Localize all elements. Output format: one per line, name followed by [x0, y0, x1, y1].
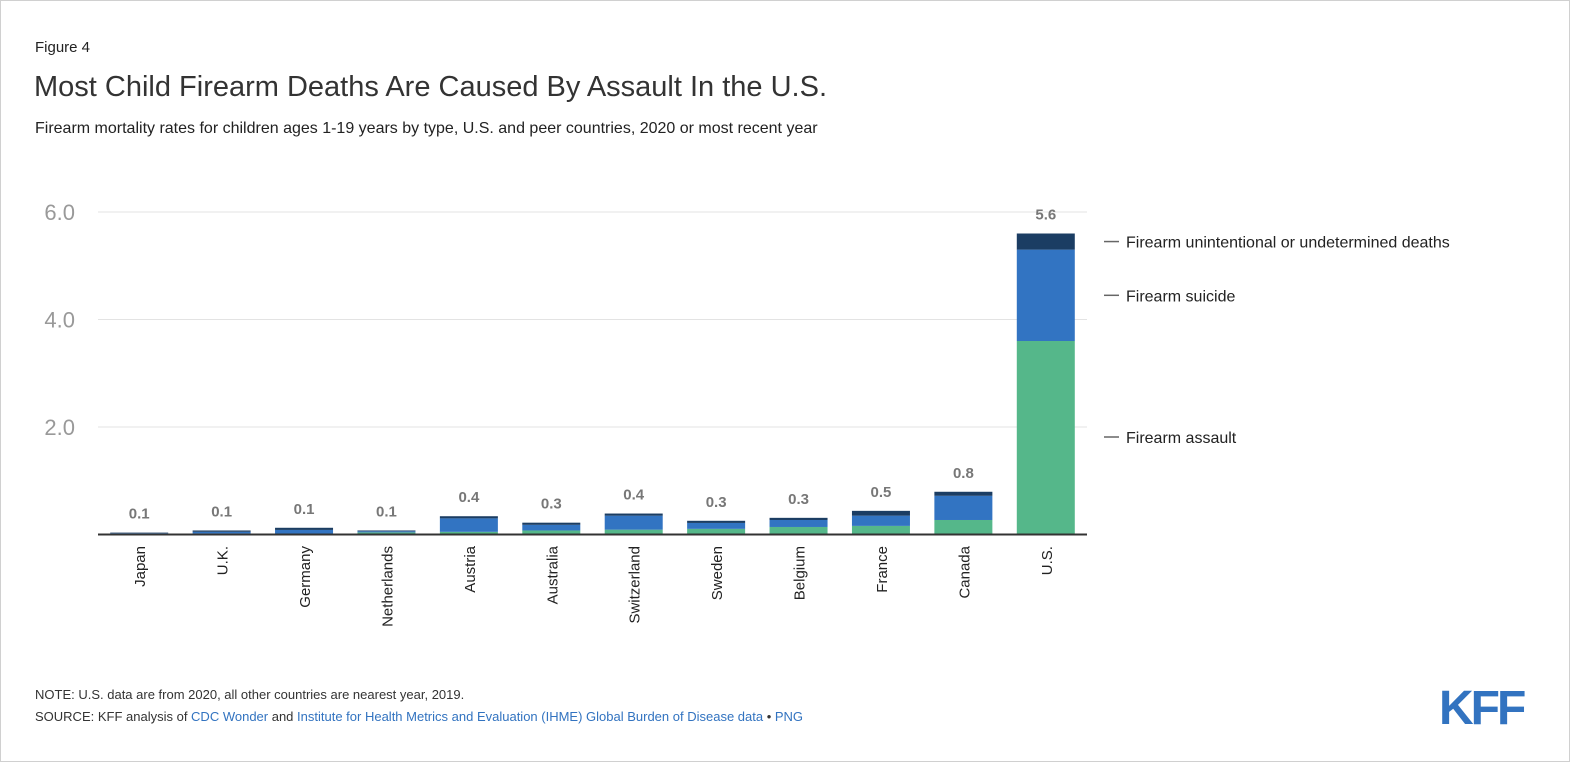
bar-segment [522, 530, 581, 535]
chart-subtitle: Firearm mortality rates for children age… [35, 120, 818, 137]
data-label: 0.3 [541, 496, 562, 513]
data-label: 0.3 [788, 491, 809, 508]
x-tick-label: U.S. [1039, 546, 1056, 575]
data-label: 5.6 [1035, 207, 1056, 224]
x-tick-label: Switzerland [627, 546, 644, 624]
legend-label: Firearm suicide [1126, 288, 1235, 305]
bar-segment [110, 532, 169, 534]
bar-segment [687, 528, 746, 535]
x-tick-label: Sweden [709, 546, 726, 600]
bar-segment [687, 520, 746, 523]
png-link[interactable]: PNG [774, 709, 804, 724]
bar-segment [357, 531, 416, 533]
bar-segment [769, 517, 828, 520]
bar-segment [934, 491, 993, 496]
bar-segment [357, 530, 416, 532]
bar-segment [934, 495, 993, 520]
bar-segment [439, 516, 498, 519]
bar-segment [357, 532, 416, 535]
x-tick-label: Australia [544, 545, 561, 604]
data-label: 0.3 [706, 494, 727, 511]
bar-segment [851, 515, 910, 526]
bar-segment [522, 524, 581, 531]
data-label: 0.1 [211, 503, 232, 520]
bar-segment [1016, 249, 1075, 341]
bar-segment [275, 529, 334, 534]
bar-segment [192, 531, 251, 534]
bar-segment [604, 529, 663, 535]
bar-segment [604, 513, 663, 516]
y-tick-label: 2.0 [44, 415, 75, 440]
legend-label: Firearm assault [1126, 430, 1237, 447]
chart-title: Most Child Firearm Deaths Are Caused By … [34, 71, 827, 103]
bar-segment [192, 530, 251, 532]
chart: 2.0 4.0 6.0 0.1 Japan 0.1 U.K. 0.1 Germany 0.1 Net… [44, 200, 1450, 627]
data-label: 0.4 [458, 489, 480, 506]
bar-segment [769, 526, 828, 535]
bar-segment [439, 518, 498, 532]
separator: • [763, 709, 775, 724]
source: SOURCE: KFF analysis of CDC Wonder and I… [35, 709, 803, 724]
bar-segment [687, 522, 746, 529]
x-tick-label: Netherlands [379, 546, 396, 627]
data-label: 0.1 [376, 503, 397, 520]
x-tick-label: France [874, 546, 891, 593]
bar-segment [934, 519, 993, 535]
x-tick-label: Germany [297, 546, 314, 608]
bar-segment [769, 519, 828, 527]
bar-segment [522, 522, 581, 525]
data-label: 0.4 [623, 487, 645, 504]
figure-label: Figure 4 [35, 39, 91, 56]
source-prefix: SOURCE: KFF analysis of [35, 709, 192, 724]
bar-segment [851, 525, 910, 535]
x-tick-label: Canada [956, 545, 973, 598]
x-tick-label: Austria [462, 545, 479, 592]
bar-segment [604, 515, 663, 530]
bar-segment [1016, 341, 1075, 535]
x-tick-label: U.K. [215, 546, 232, 575]
y-tick-label: 4.0 [44, 308, 75, 333]
bar-segment [1016, 233, 1075, 250]
bar-segment [439, 531, 498, 535]
cdc-wonder-link[interactable]: CDC Wonder [191, 709, 269, 724]
kff-logo: KFF [1439, 682, 1526, 735]
y-tick-label: 6.0 [44, 200, 75, 225]
x-tick-label: Belgium [792, 546, 809, 600]
note: NOTE: U.S. data are from 2020, all other… [35, 687, 465, 702]
bar-segment [275, 527, 334, 530]
ihme-link[interactable]: Institute for Health Metrics and Evaluat… [297, 709, 764, 724]
data-label: 0.8 [953, 465, 974, 482]
legend-label: Firearm unintentional or undetermined de… [1126, 235, 1450, 252]
source-and: and [268, 709, 298, 724]
data-label: 0.1 [129, 506, 150, 523]
data-label: 0.5 [871, 484, 892, 501]
data-label: 0.1 [294, 501, 315, 518]
x-tick-label: Japan [132, 546, 149, 587]
bar-segment [851, 510, 910, 516]
